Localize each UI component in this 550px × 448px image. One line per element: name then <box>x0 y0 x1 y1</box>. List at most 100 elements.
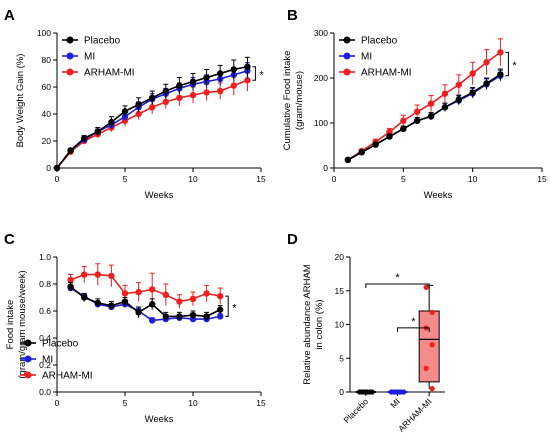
series-arham-mi <box>67 263 224 309</box>
data-point <box>203 74 210 81</box>
data-point <box>121 108 129 115</box>
x-tick-label: 15 <box>537 174 547 184</box>
y-tick-label: 300 <box>314 28 328 38</box>
data-point <box>162 291 169 298</box>
legend-swatch-marker <box>343 68 351 76</box>
data-point <box>135 101 142 108</box>
data-point <box>497 49 504 56</box>
legend-item: ARHAM-MI <box>339 68 412 79</box>
series-placebo <box>67 282 224 321</box>
y-tick-label: 0.2 <box>39 360 51 370</box>
significance-bracket <box>365 283 430 288</box>
data-point <box>455 81 462 88</box>
y-tick-label: 40 <box>42 109 52 119</box>
x-tick-label: 0 <box>55 174 60 184</box>
data-point <box>135 309 142 316</box>
data-point <box>176 82 183 89</box>
panel-letter: B <box>287 7 298 24</box>
data-point <box>81 294 88 301</box>
data-point <box>162 87 169 95</box>
x-category-label: ARHAM-MI <box>396 396 433 433</box>
data-point <box>135 110 142 118</box>
panel-letter: A <box>4 7 15 24</box>
y-tick-label: 0.0 <box>39 387 51 397</box>
data-point <box>94 128 102 135</box>
y-tick-label: 0 <box>339 387 344 397</box>
data-point <box>81 271 88 278</box>
data-point <box>189 91 197 99</box>
data-point <box>176 298 183 305</box>
panel-c: C 0 5 10 15 0.0 0.2 0.4 0.6 0.8 1.0 Weeks Food intak… <box>4 231 266 425</box>
data-point <box>469 89 476 96</box>
series-placebo <box>53 56 251 172</box>
data-point <box>244 77 251 84</box>
x-tick-label: 5 <box>123 174 128 184</box>
data-point <box>429 386 435 392</box>
legend-item: Placebo <box>20 339 79 350</box>
data-point <box>386 128 393 136</box>
data-point <box>94 271 102 278</box>
data-point <box>423 365 429 371</box>
data-point <box>81 135 88 142</box>
legend-item: ARHAM-MI <box>20 371 93 382</box>
data-point <box>162 98 169 106</box>
legend-label: MI <box>361 52 372 63</box>
panel-b: B 0 5 10 15 0 100 200 300 Weeks Cumulative Food in… <box>282 7 547 201</box>
data-point <box>67 283 74 290</box>
legend-swatch-marker <box>66 52 74 60</box>
data-point <box>497 71 504 78</box>
significance-bracket <box>397 327 430 332</box>
y-axis-title-line2: (gram/gram mouse/week) <box>17 270 28 378</box>
y-tick-label: 100 <box>314 118 328 128</box>
y-tick-label: 0 <box>46 163 51 173</box>
legend-item: MI <box>339 52 372 63</box>
x-tick-label: 10 <box>188 398 198 408</box>
y-tick-label: 20 <box>42 136 52 146</box>
significance-star: * <box>411 316 416 328</box>
legend: Placebo MI ARHAM-MI <box>339 36 412 79</box>
data-point <box>176 94 183 102</box>
x-axis-title: Weeks <box>145 414 174 425</box>
significance-star: * <box>395 272 400 284</box>
legend-swatch-marker <box>343 36 351 44</box>
significance-star: * <box>232 302 237 314</box>
data-point <box>344 156 352 164</box>
data-point <box>400 125 407 133</box>
data-point <box>372 141 379 148</box>
data-point <box>149 94 156 102</box>
significance-star: * <box>512 60 517 72</box>
legend-swatch-marker <box>24 339 32 347</box>
y-tick-label: 100 <box>37 28 51 38</box>
box-mi <box>387 389 408 395</box>
legend-label: ARHAM-MI <box>42 371 93 382</box>
legend-label: Placebo <box>84 36 121 47</box>
data-point <box>94 299 102 307</box>
data-point <box>176 313 183 320</box>
data-point <box>203 89 210 96</box>
data-point <box>423 284 429 290</box>
x-tick-label: 10 <box>468 174 478 184</box>
data-point <box>441 104 449 111</box>
series-line <box>347 73 501 161</box>
panel-d: D 0 5 10 15 20 Relative abundance ARHAM in colo… <box>287 231 445 434</box>
data-point <box>149 286 156 293</box>
legend-swatch-marker <box>343 52 351 60</box>
y-tick-label: 80 <box>42 55 52 65</box>
data-point <box>67 147 74 154</box>
x-tick-label: 5 <box>401 174 406 184</box>
data-point <box>53 164 61 172</box>
data-point <box>441 90 449 97</box>
data-point <box>189 78 197 85</box>
data-point <box>217 313 224 320</box>
y-tick-label: 0 <box>323 163 328 173</box>
legend-swatch-marker <box>66 36 74 44</box>
y-tick-label: 20 <box>335 252 345 262</box>
legend-item: Placebo <box>62 36 121 47</box>
data-point <box>244 63 251 70</box>
panel-letter: C <box>4 231 15 248</box>
x-tick-label: 15 <box>256 398 266 408</box>
legend-swatch-marker <box>24 355 32 363</box>
panel-letter: D <box>287 231 298 248</box>
data-point <box>414 117 421 124</box>
